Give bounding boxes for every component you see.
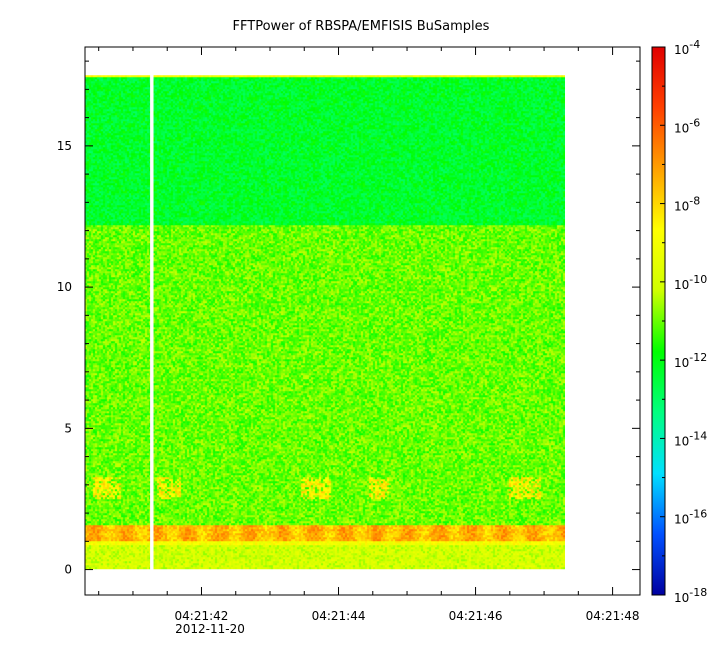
- colorbar-tick-label: 10-14: [674, 429, 707, 448]
- plot-frame: [84, 46, 641, 596]
- x-axis: 04:21:42 04:21:44 04:21:46 04:21:48: [98, 47, 640, 623]
- x-tick-label: 04:21:44: [312, 609, 366, 623]
- x-axis-date-label: 2012-11-20: [175, 622, 245, 636]
- colorbar-axis: 10-4 10-6 10-8 10-10 10-12 10-14 10-16 10-18: [660, 38, 707, 605]
- x-tick-label: 04:21:46: [449, 609, 503, 623]
- colorbar-tick-label: 10-10: [674, 273, 707, 292]
- colorbar-tick-label: 10-12: [674, 351, 707, 370]
- y-tick-label: 10: [57, 280, 72, 294]
- colorbar-tick-label: 10-8: [674, 195, 700, 214]
- x-tick-label: 04:21:48: [586, 609, 640, 623]
- colorbar-tick-label: 10-4: [674, 38, 700, 57]
- y-tick-label: 0: [64, 563, 72, 577]
- spectrogram-pixels: [85, 75, 565, 570]
- chart-title: FFTPower of RBSPA/EMFISIS BuSamples: [233, 19, 490, 34]
- y-tick-label: 5: [64, 421, 72, 435]
- spectrogram-image: [85, 74, 565, 571]
- x-tick-label: 04:21:42: [175, 609, 229, 623]
- colorbar-tick-label: 10-16: [674, 508, 707, 527]
- colorbar-tick-label: 10-18: [674, 586, 707, 605]
- data-gap: [150, 74, 154, 571]
- colorbar-tick-label: 10-6: [674, 116, 700, 135]
- y-axis: 0 5 10 15: [57, 60, 640, 577]
- y-tick-label: 15: [57, 139, 72, 153]
